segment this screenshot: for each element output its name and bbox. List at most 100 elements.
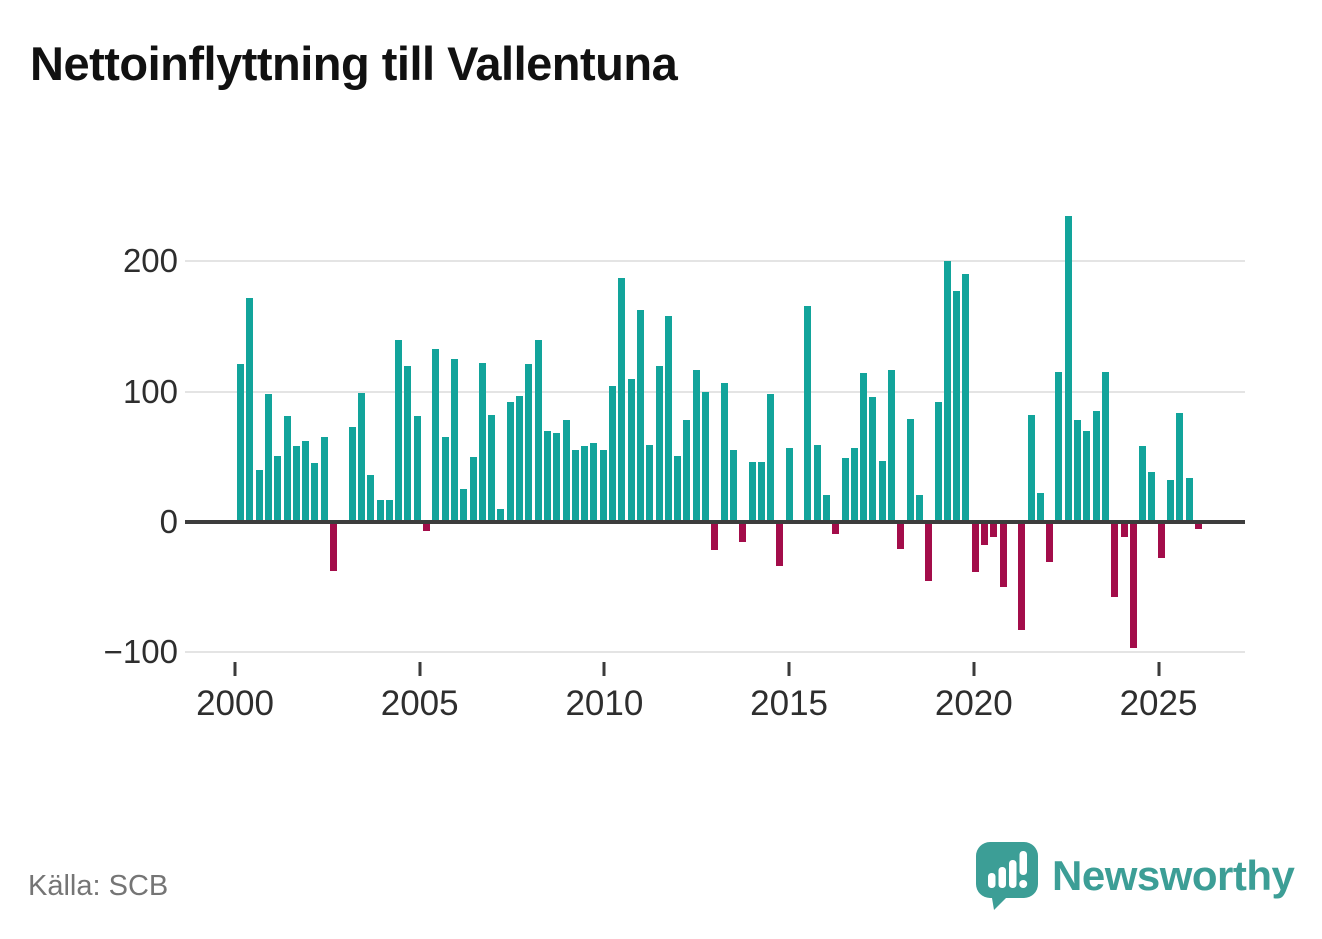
bar-2022-q3 (1074, 420, 1081, 522)
bar-2017-q3 (888, 369, 895, 522)
bar-2009-q2 (581, 446, 589, 522)
bar-2005-q3 (441, 437, 449, 522)
x-axis-label-2005: 2005 (380, 684, 459, 723)
bar-2012-q2 (692, 369, 700, 522)
bar-2010-q2 (618, 278, 626, 522)
bar-2014-q3 (776, 524, 784, 566)
bar-2011-q1 (646, 445, 654, 522)
bar-2009-q3 (590, 442, 598, 522)
bar-2004-q1 (385, 499, 393, 522)
x-axis-tick-2010 (602, 662, 606, 676)
bar-2001-q2 (283, 416, 291, 522)
bar-2018-q4 (934, 402, 942, 522)
bar-2001-q4 (302, 441, 310, 522)
bar-2002-q3 (330, 524, 337, 571)
bar-2022-q2 (1064, 215, 1072, 522)
bar-2008-q4 (562, 420, 570, 522)
bar-2017-q1 (869, 396, 877, 522)
bar-2019-q2 (953, 291, 961, 522)
bar-2019-q3 (962, 274, 970, 522)
bar-2022-q4 (1083, 430, 1091, 522)
bar-2023-q1 (1092, 411, 1100, 522)
bar-2019-q4 (971, 524, 979, 573)
x-axis-label-2020: 2020 (934, 684, 1013, 723)
bar-2004-q3 (404, 365, 412, 522)
bar-2008-q3 (553, 433, 561, 522)
x-axis-tick-2005 (418, 662, 422, 676)
y-axis-label-200: 200 (122, 242, 178, 280)
source-label: Källa: SCB (28, 870, 169, 902)
bar-2023-q4 (1120, 524, 1128, 538)
x-axis-label-2015: 2015 (750, 684, 829, 723)
bar-2021-q4 (1046, 524, 1054, 562)
bar-2007-q4 (525, 364, 533, 522)
bar-2023-q3 (1111, 524, 1119, 597)
bar-2024-q1 (1129, 524, 1137, 648)
bar-2007-q1 (497, 508, 505, 522)
bar-2000-q1 (237, 364, 244, 522)
bar-2012-q4 (711, 524, 719, 551)
bar-2000-q4 (264, 394, 272, 522)
y-axis-label-−100: −100 (103, 633, 178, 671)
bar-2016-q2 (841, 458, 849, 522)
newsworthy-logo: Newsworthy (976, 842, 1295, 910)
bar-2018-q1 (906, 419, 914, 522)
bar-2000-q2 (246, 297, 254, 522)
bar-2023-q2 (1101, 372, 1109, 522)
bar-2024-q4 (1157, 524, 1165, 558)
bar-2015-q2 (804, 305, 812, 522)
bar-2017-q2 (878, 460, 886, 522)
x-axis-tick-2015 (787, 662, 791, 676)
bar-2006-q4 (488, 415, 496, 522)
bar-2019-q1 (943, 261, 951, 522)
bar-2001-q1 (274, 455, 282, 522)
bar-2005-q4 (450, 359, 458, 522)
bar-2010-q4 (636, 309, 644, 522)
bar-2021-q3 (1036, 493, 1044, 522)
bar-2013-q1 (720, 382, 728, 522)
x-axis-tick-2020 (972, 662, 976, 676)
bar-2025-q2 (1176, 412, 1184, 522)
y-gridline-100 (185, 390, 1245, 393)
bar-2011-q2 (655, 365, 663, 522)
y-axis-label-0: 0 (159, 503, 178, 540)
bar-2003-q2 (357, 392, 365, 522)
bar-2025-q3 (1185, 477, 1193, 522)
bar-2021-q1 (1018, 524, 1026, 630)
x-axis-tick-2000 (233, 662, 237, 676)
bar-2010-q1 (609, 386, 616, 522)
bar-2025-q1 (1167, 480, 1174, 522)
x-axis-zero-line (185, 520, 1245, 524)
bar-2020-q1 (981, 524, 988, 545)
bar-2024-q2 (1139, 446, 1147, 522)
bar-2013-q2 (729, 450, 737, 522)
bar-2011-q4 (674, 455, 682, 522)
bar-2013-q3 (739, 524, 747, 543)
bar-2021-q2 (1027, 415, 1035, 522)
bar-2018-q3 (925, 524, 933, 582)
y-gridline--100 (185, 651, 1245, 654)
y-axis-label-100: 100 (122, 372, 178, 410)
bar-2000-q3 (255, 469, 263, 522)
newsworthy-logo-text: Newsworthy (1052, 852, 1295, 899)
bar-2006-q3 (478, 363, 486, 522)
bar-2012-q1 (683, 420, 691, 522)
bar-2020-q3 (999, 524, 1007, 587)
bar-2004-q4 (413, 416, 421, 522)
bar-2012-q3 (702, 391, 709, 522)
bar-2014-q2 (767, 394, 775, 522)
bar-2006-q1 (460, 489, 468, 522)
bar-2003-q3 (367, 475, 375, 522)
bar-2010-q3 (627, 378, 635, 522)
bar-2024-q3 (1148, 472, 1156, 522)
newsworthy-logo-icon (976, 842, 1038, 910)
bar-2016-q3 (850, 447, 858, 522)
bar-2001-q3 (292, 446, 300, 522)
bar-2011-q3 (664, 316, 672, 522)
bar-2002-q2 (320, 437, 328, 522)
bar-2002-q1 (311, 463, 319, 522)
x-axis-tick-2025 (1157, 662, 1160, 676)
bar-2020-q2 (990, 524, 998, 538)
bar-2016-q1 (832, 524, 840, 535)
